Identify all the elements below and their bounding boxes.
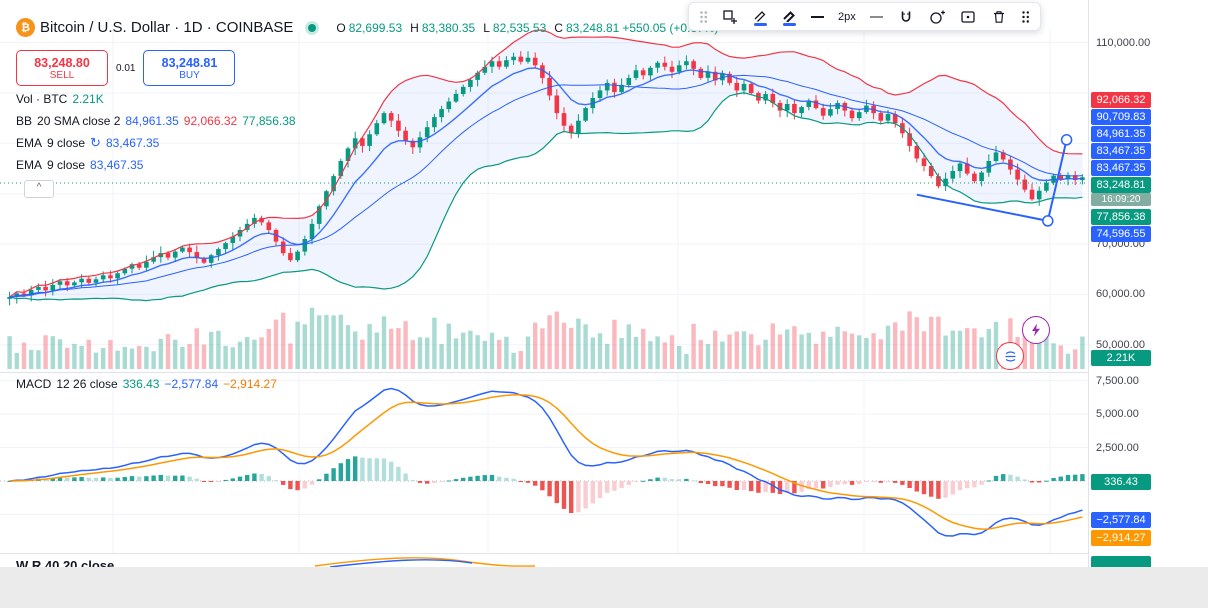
symbol-header: ₿ Bitcoin / U.S. Dollar · 1D · COINBASE … (16, 18, 718, 37)
pencil-color-swatch[interactable] (753, 22, 767, 26)
macd-legend[interactable]: MACD 12 26 close 336.43 −2,577.84 −2,914… (16, 377, 277, 391)
macd-title: MACD (16, 377, 52, 391)
close-value: 83,248.81 (565, 20, 620, 35)
sell-price: 83,248.80 (34, 55, 90, 70)
macd-line-value: −2,577.84 (164, 377, 219, 391)
trash-icon[interactable] (990, 8, 1008, 26)
volume-legend[interactable]: Vol · BTC 2.21K (16, 92, 104, 106)
price-axis-badge: 84,961.35 (1091, 126, 1151, 142)
close-label: C (554, 20, 563, 35)
frame-icon[interactable] (959, 8, 977, 26)
ema1-params: 9 close (47, 136, 86, 150)
price-axis[interactable]: 110,000.00 70,000.00 60,000.00 50,000.00 7,5… (1089, 0, 1155, 567)
price-axis-badge: −2,914.27 (1091, 530, 1151, 546)
magnet-icon[interactable] (897, 8, 915, 26)
bb-lower-value: 77,856.38 (242, 114, 296, 128)
volume-legend-title: Vol · BTC (16, 92, 68, 106)
price-axis-badge: −2,577.84 (1091, 512, 1151, 528)
drawing-toolbar: 2px (688, 2, 1041, 31)
drag-handle-icon[interactable] (699, 10, 708, 24)
globe-icon[interactable] (996, 342, 1024, 370)
line-style-icon[interactable] (869, 8, 884, 26)
bb-basis-value: 84,961.35 (125, 114, 179, 128)
price-axis-label: 50,000.00 (1096, 338, 1145, 351)
price-axis-badge: 77,856.38 (1091, 209, 1151, 225)
market-status-icon[interactable] (308, 23, 317, 32)
bb-legend[interactable]: BB 20 SMA close 2 84,961.35 92,066.32 77… (16, 114, 296, 128)
bottom-gray-strip (0, 567, 1208, 608)
price-axis-badge: 2.21K (1091, 350, 1151, 366)
trade-panel: 83,248.80 SELL 0.01 83,248.81 BUY (16, 50, 236, 86)
macd-axis-label: 2,500.00 (1096, 441, 1139, 454)
price-axis-badge: 74,596.55 (1091, 226, 1151, 242)
marker-tool-icon[interactable] (781, 8, 797, 26)
marker-color-swatch[interactable] (782, 22, 796, 26)
price-axis-badge (1091, 556, 1151, 567)
price-axis-badge: 90,709.83 (1091, 109, 1151, 125)
open-label: O (336, 20, 346, 35)
volume-legend-value: 2.21K (72, 92, 104, 106)
price-axis-badge: 83,467.35 (1091, 143, 1151, 159)
price-axis-badge: 83,248.81 (1091, 177, 1151, 193)
sell-button[interactable]: 83,248.80 SELL (16, 50, 108, 86)
macd-axis-label: 5,000.00 (1096, 408, 1139, 420)
collapse-legend-button[interactable]: ^ (24, 180, 54, 198)
line-width-icon[interactable] (810, 8, 825, 26)
bar-countdown-badge: 16:09:20 (1091, 193, 1151, 206)
chart-canvas[interactable] (0, 0, 1155, 567)
macd-params: 12 26 close (56, 377, 118, 391)
loading-icon: ↻ (90, 135, 101, 150)
ema2-value: 83,467.35 (90, 158, 144, 172)
macd-hist-value: 336.43 (122, 377, 160, 391)
buy-price: 83,248.81 (161, 55, 218, 70)
open-value: 82,699.53 (348, 20, 403, 35)
buy-button[interactable]: 83,248.81 BUY (143, 50, 236, 86)
spread-value: 0.01 (116, 62, 136, 74)
line-width-label[interactable]: 2px (838, 10, 856, 23)
bitcoin-logo-icon: ₿ (16, 18, 35, 37)
high-label: H (410, 20, 419, 35)
ema1-value: 83,467.35 (105, 136, 160, 150)
chart-event-buttons (996, 316, 1050, 370)
ema-legend-2[interactable]: EMA 9 close 83,467.35 (16, 158, 143, 172)
bb-legend-title: BB (16, 114, 33, 128)
ema1-title: EMA (16, 136, 43, 150)
low-value: 82,535.53 (492, 20, 547, 35)
magic-wand-icon[interactable] (928, 8, 946, 26)
bb-legend-params: 20 SMA close 2 (37, 114, 121, 128)
price-axis-label: 60,000.00 (1096, 288, 1145, 301)
ema2-params: 9 close (47, 158, 86, 172)
price-axis-badge: 83,467.35 (1091, 160, 1151, 176)
sell-label: SELL (49, 69, 75, 81)
symbol-title[interactable]: Bitcoin / U.S. Dollar · 1D · COINBASE (40, 19, 294, 36)
high-value: 83,380.35 (421, 20, 476, 35)
macd-signal-value: −2,914.27 (223, 377, 277, 391)
cursor-tool-icon[interactable] (721, 8, 739, 26)
price-axis-badge: 336.43 (1091, 474, 1151, 490)
low-label: L (483, 20, 490, 35)
price-axis-label: 110,000.00 (1096, 36, 1151, 49)
price-axis-badge: 92,066.32 (1091, 92, 1151, 108)
ohlc-values: O 82,699.53 H 83,380.35 L 82,535.53 C 83… (331, 21, 718, 35)
ema-legend-1[interactable]: EMA 9 close ↻ 83,467.35 (16, 136, 159, 150)
macd-axis-label: 7,500.00 (1096, 374, 1139, 387)
lightning-icon[interactable] (1022, 316, 1050, 344)
buy-label: BUY (179, 69, 200, 81)
pencil-tool-icon[interactable] (752, 8, 768, 26)
ema2-title: EMA (16, 158, 43, 172)
more-options-icon[interactable] (1021, 10, 1030, 24)
bb-upper-value: 92,066.32 (183, 114, 238, 128)
